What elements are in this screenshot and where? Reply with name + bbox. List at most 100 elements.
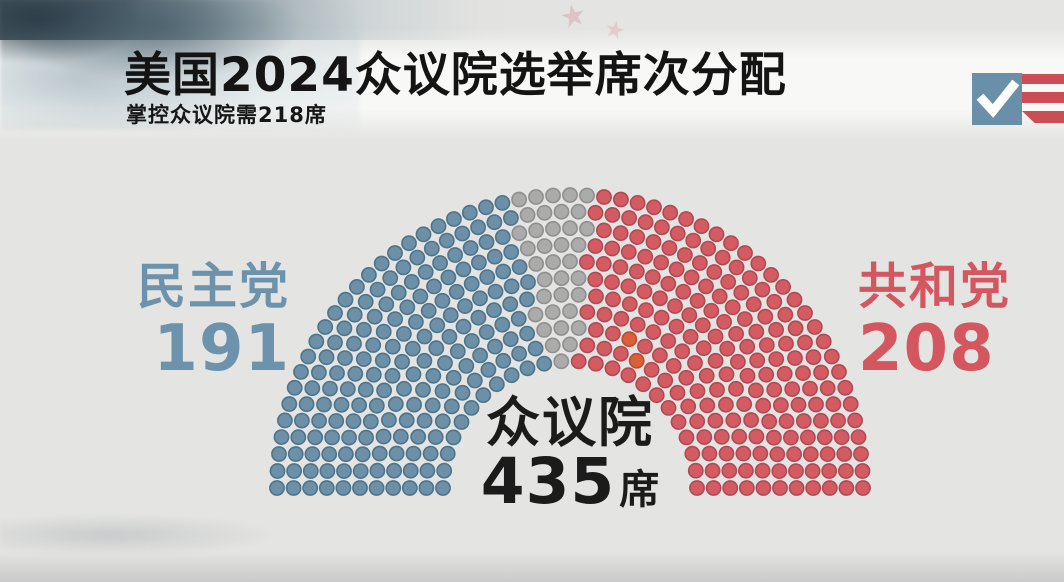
seat-dot <box>503 367 520 384</box>
seat-dot <box>704 462 721 479</box>
seat-dot <box>716 313 732 330</box>
seat-dot <box>386 462 402 479</box>
seat-dot <box>806 319 823 335</box>
seat-dot <box>455 261 472 278</box>
seat-dot <box>472 347 488 364</box>
seat-dot <box>519 360 536 377</box>
seat-dot <box>375 428 392 445</box>
seat-dot <box>384 367 401 384</box>
seat-dot <box>669 225 686 242</box>
seat-dot <box>392 428 409 445</box>
seat-dot <box>570 353 587 370</box>
seat-dot <box>544 337 561 354</box>
seat-dot <box>403 273 420 290</box>
seat-dot <box>445 369 462 386</box>
seat-dot <box>643 361 660 378</box>
seat-dot <box>646 199 662 216</box>
seat-dot <box>536 271 553 288</box>
seat-dot <box>808 396 824 413</box>
seat-dot <box>668 261 685 278</box>
seat-dot <box>699 397 716 414</box>
seat-dot <box>276 412 293 429</box>
seat-dot <box>553 320 570 336</box>
seat-dot <box>620 367 637 384</box>
seat-dot <box>689 383 706 399</box>
seat-dot <box>700 240 717 257</box>
seat-dot <box>628 352 645 369</box>
seat-dot <box>850 429 867 445</box>
seat-dot <box>355 321 372 338</box>
seat-dot <box>754 281 771 298</box>
seat-dot <box>837 379 854 396</box>
seat-dot <box>416 328 433 345</box>
seat-dot <box>733 284 750 301</box>
seat-dot <box>286 463 302 479</box>
seat-dot <box>719 340 736 357</box>
seat-dot <box>854 463 871 479</box>
seat-dot <box>825 396 842 413</box>
seat-dot <box>613 191 629 208</box>
checkbox-icon <box>972 73 1022 125</box>
watercolor-topleft-texture <box>0 0 360 130</box>
seat-dot <box>722 480 739 496</box>
seat-dot <box>387 245 403 261</box>
seat-dot <box>336 463 352 479</box>
seat-dot <box>440 269 457 286</box>
seat-dot <box>395 325 412 342</box>
seat-dot <box>368 397 385 414</box>
seat-dot <box>443 398 460 415</box>
seat-dot <box>736 396 753 412</box>
seat-dot <box>678 211 694 227</box>
seat-dot <box>373 255 390 272</box>
seat-dot <box>316 396 332 413</box>
seat-dot <box>317 319 334 335</box>
seat-dot <box>741 270 758 286</box>
seat-dot <box>709 381 725 398</box>
seat-dot <box>322 380 338 397</box>
seat-dot <box>378 296 395 313</box>
seat-dot <box>328 413 345 429</box>
seat-dot <box>478 234 495 250</box>
seat-dot <box>380 412 397 428</box>
seat-dot <box>754 462 771 479</box>
seat-dot <box>333 396 350 413</box>
seat-dot <box>365 337 382 353</box>
seat-dot <box>355 351 372 367</box>
seat-dot <box>562 187 578 203</box>
seat-dot <box>612 259 629 275</box>
seat-dot <box>788 463 804 479</box>
seat-dot <box>711 288 728 305</box>
seat-dot <box>304 380 321 397</box>
seat-dot <box>308 333 325 350</box>
seat-dot <box>695 340 712 357</box>
seat-dot <box>335 480 352 496</box>
seat-dot <box>637 214 654 231</box>
seat-dot <box>415 226 432 243</box>
seat-dot <box>620 244 637 260</box>
seat-dot <box>434 413 451 430</box>
seat-dot <box>449 343 466 360</box>
seat-dot <box>360 266 377 283</box>
checkmark-icon <box>976 79 1020 118</box>
seat-dot <box>713 428 730 445</box>
seat-dot <box>752 445 769 462</box>
seat-dot <box>805 349 822 366</box>
total-seats-line: 435 席 <box>420 450 720 513</box>
seat-dot <box>613 345 629 362</box>
democrat-party-name: 民主党 <box>136 258 290 315</box>
seat-dot <box>553 236 570 253</box>
seat-dot <box>553 270 570 287</box>
seat-dot <box>327 305 343 321</box>
seat-dot <box>730 353 746 370</box>
seat-dot <box>821 480 838 496</box>
seat-dot <box>337 291 354 308</box>
seat-dot <box>416 412 433 429</box>
seat-dot <box>570 286 587 303</box>
seat-dot <box>698 278 714 295</box>
seat-dot <box>667 298 683 314</box>
flag-stripe-icon <box>1022 92 1064 103</box>
seat-dot <box>528 255 545 272</box>
seat-dot <box>318 480 335 496</box>
seat-dot <box>748 428 765 445</box>
seat-dot <box>738 462 754 479</box>
